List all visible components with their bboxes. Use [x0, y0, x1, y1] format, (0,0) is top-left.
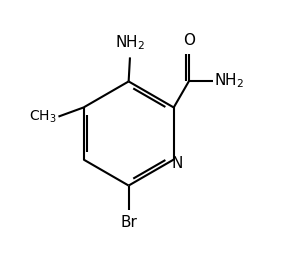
Text: Br: Br: [120, 215, 137, 230]
Text: NH$_2$: NH$_2$: [214, 72, 245, 90]
Text: N: N: [172, 155, 183, 171]
Text: O: O: [183, 33, 195, 48]
Text: NH$_2$: NH$_2$: [115, 33, 145, 52]
Text: CH$_3$: CH$_3$: [29, 108, 57, 125]
